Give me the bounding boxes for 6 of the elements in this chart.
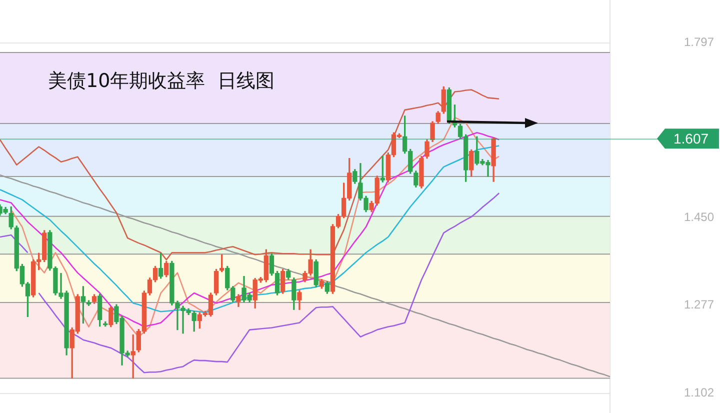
y-tick-label: 1.277	[684, 297, 714, 312]
ref-line-label: 1.607	[673, 130, 709, 147]
y-tick-label: 1.102	[684, 386, 714, 400]
text: 美债10年期收益率 日线图	[48, 69, 274, 94]
y-tick-label: 1.450	[684, 210, 714, 224]
y-tick-label: 1.797	[684, 35, 714, 50]
